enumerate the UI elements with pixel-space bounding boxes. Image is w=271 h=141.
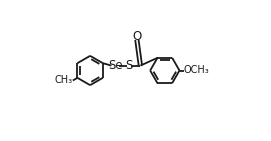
Text: S: S [125, 59, 133, 72]
Text: OCH₃: OCH₃ [184, 66, 210, 75]
Text: O: O [132, 30, 141, 43]
Text: CH₃: CH₃ [54, 75, 72, 85]
Text: Se: Se [108, 59, 122, 72]
